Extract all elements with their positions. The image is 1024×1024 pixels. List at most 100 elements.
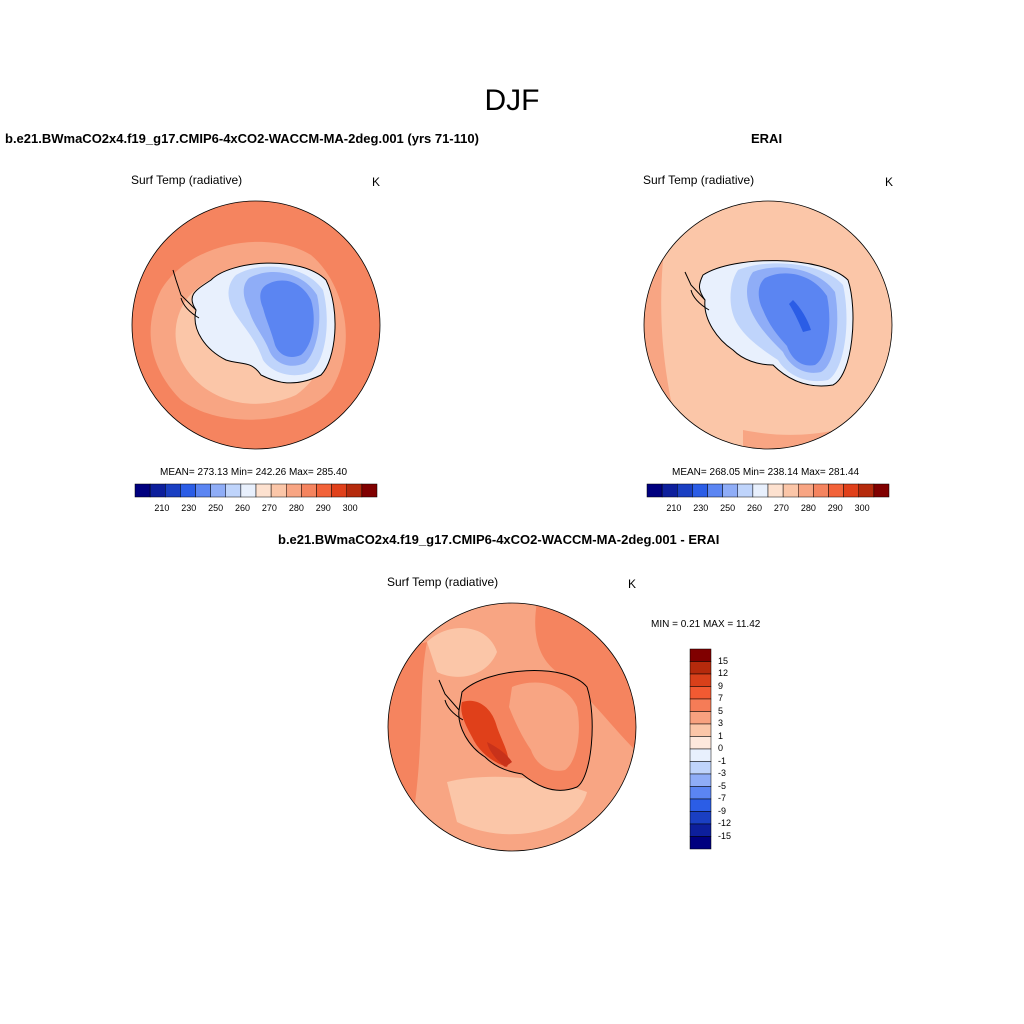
obs-colorbar-ticks: 210 230 250 260 270 280 290 300 <box>647 503 889 515</box>
diff-colorbar-ticks: 15 12 9 7 5 3 1 0 -1 -3 -5 -7 -9 -12 -15 <box>718 649 758 849</box>
colorbar-swatch <box>689 823 712 837</box>
colorbar-tick-label: 300 <box>342 503 358 513</box>
colorbar-tick-label: 210 <box>154 503 170 513</box>
colorbar-swatch <box>165 483 181 498</box>
colorbar-swatch <box>873 483 890 498</box>
colorbar-tick-label: 230 <box>181 503 197 513</box>
diff-panel-title: b.e21.BWmaCO2x4.f19_g17.CMIP6-4xCO2-WACC… <box>278 532 720 547</box>
colorbar-swatch <box>225 483 242 498</box>
colorbar-swatch <box>346 483 363 498</box>
diff-light-n <box>427 628 497 677</box>
colorbar-swatch <box>689 673 712 687</box>
model-ice-core <box>260 280 314 357</box>
colorbar-swatch <box>828 483 844 498</box>
colorbar-tick-label: 3 <box>718 718 724 728</box>
obs-stats: MEAN= 268.05 Min= 238.14 Max= 281.44 <box>672 467 860 478</box>
colorbar-tick-label: 210 <box>666 503 682 513</box>
colorbar-tick-label: 290 <box>315 503 331 513</box>
colorbar-swatch <box>689 811 712 825</box>
obs-units-label: K <box>885 175 894 189</box>
diff-variable-label: Surf Temp (radiative) <box>387 575 499 589</box>
colorbar-tick-label: 9 <box>718 680 724 691</box>
colorbar-tick-label: -9 <box>718 805 727 816</box>
colorbar-swatch <box>689 648 712 662</box>
diff-stats: MIN = 0.21 MAX = 11.42 <box>651 619 761 630</box>
colorbar-swatch <box>240 483 257 498</box>
colorbar-tick-label: 12 <box>718 668 729 678</box>
obs-variable-label: Surf Temp (radiative) <box>643 173 755 187</box>
colorbar-tick-label: 300 <box>854 503 870 513</box>
colorbar-swatch <box>737 483 754 498</box>
colorbar-swatch <box>689 761 712 775</box>
colorbar-tick-label: 7 <box>718 693 724 703</box>
colorbar-tick-label: 280 <box>288 503 304 513</box>
obs-colorbar <box>646 483 890 498</box>
colorbar-swatch <box>752 483 769 498</box>
colorbar-swatch <box>858 483 875 498</box>
diff-hotspot2 <box>487 742 512 767</box>
colorbar-swatch <box>316 483 332 498</box>
colorbar-tick-label: 280 <box>800 503 816 513</box>
colorbar-swatch <box>689 698 712 712</box>
colorbar-tick-label: -5 <box>718 780 727 791</box>
colorbar-swatch <box>689 786 712 800</box>
colorbar-swatch <box>689 686 712 700</box>
model-polar-map <box>131 200 381 450</box>
model-stats: MEAN= 273.13 Min= 242.26 Max= 285.40 <box>160 467 348 478</box>
colorbar-swatch <box>270 483 287 498</box>
colorbar-tick-label: 260 <box>747 503 763 513</box>
model-units-label: K <box>372 175 381 189</box>
colorbar-swatch <box>813 483 829 498</box>
colorbar-tick-label: -1 <box>718 755 727 766</box>
colorbar-swatch <box>255 483 272 498</box>
model-panel-title: b.e21.BWmaCO2x4.f19_g17.CMIP6-4xCO2-WACC… <box>5 131 479 146</box>
colorbar-swatch <box>692 483 708 498</box>
colorbar-swatch <box>210 483 226 498</box>
diff-peninsula <box>438 679 464 721</box>
colorbar-tick-label: 250 <box>208 503 224 513</box>
colorbar-tick-label: 1 <box>718 730 724 741</box>
diff-units-label: K <box>628 577 637 591</box>
colorbar-tick-label: 230 <box>693 503 709 513</box>
diff-polar-map <box>387 602 637 852</box>
colorbar-tick-label: -7 <box>718 793 727 803</box>
colorbar-swatch <box>286 483 302 498</box>
colorbar-tick-label: -15 <box>718 830 732 841</box>
colorbar-swatch <box>722 483 738 498</box>
model-peninsula <box>172 269 200 319</box>
colorbar-swatch <box>646 483 663 498</box>
colorbar-swatch <box>707 483 723 498</box>
obs-ice-core <box>758 273 830 366</box>
colorbar-tick-label: 15 <box>718 655 729 666</box>
colorbar-swatch <box>689 723 712 737</box>
obs-panel-title: ERAI <box>751 131 783 146</box>
diff-colorbar <box>689 648 712 850</box>
colorbar-swatch <box>361 483 378 498</box>
colorbar-tick-label: 260 <box>235 503 251 513</box>
colorbar-swatch <box>689 773 712 787</box>
obs-polar-map <box>643 200 893 450</box>
colorbar-swatch <box>195 483 211 498</box>
colorbar-swatch <box>843 483 859 498</box>
colorbar-tick-label: 250 <box>720 503 736 513</box>
colorbar-swatch <box>767 483 784 498</box>
colorbar-swatch <box>689 661 712 675</box>
colorbar-tick-label: 270 <box>773 503 789 513</box>
colorbar-tick-label: -12 <box>718 818 732 828</box>
colorbar-swatch <box>180 483 196 498</box>
colorbar-swatch <box>798 483 814 498</box>
colorbar-swatch <box>331 483 347 498</box>
colorbar-swatch <box>677 483 693 498</box>
colorbar-swatch <box>782 483 799 498</box>
diff-light-s <box>447 776 587 835</box>
colorbar-tick-label: -3 <box>718 768 727 778</box>
obs-ice-deep <box>789 300 811 332</box>
colorbar-swatch <box>689 836 712 850</box>
colorbar-swatch <box>149 483 166 498</box>
colorbar-swatch <box>134 483 151 498</box>
model-colorbar <box>134 483 378 498</box>
colorbar-swatch <box>689 711 712 725</box>
colorbar-swatch <box>689 798 712 812</box>
colorbar-tick-label: 5 <box>718 705 724 716</box>
obs-peninsula <box>684 271 710 311</box>
